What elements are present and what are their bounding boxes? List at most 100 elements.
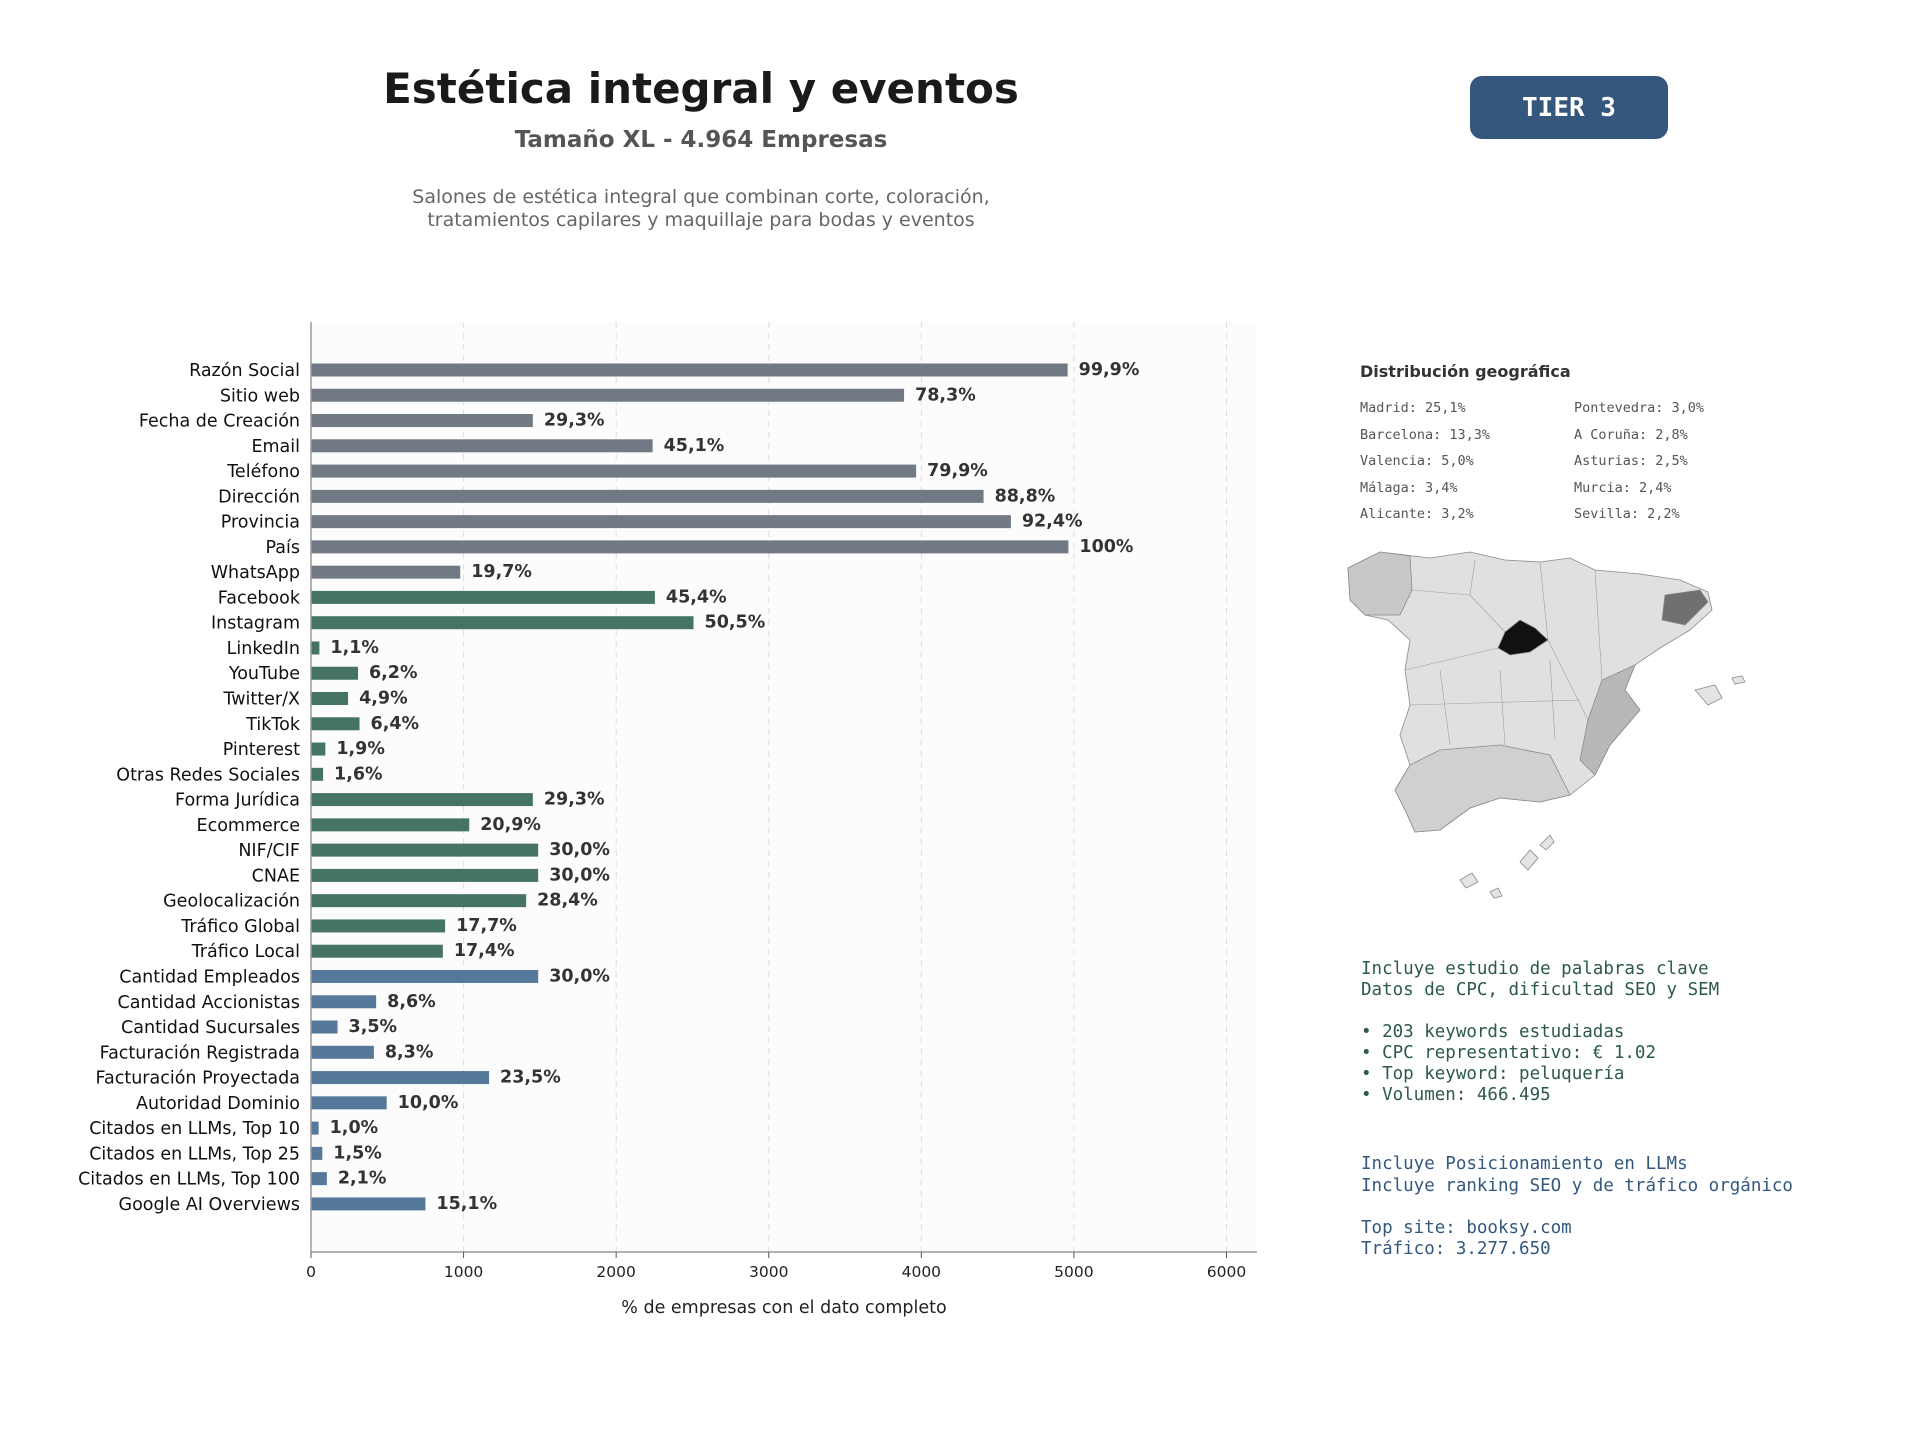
value-label: 50,5% [705, 613, 766, 633]
value-label: 15,1% [436, 1194, 497, 1214]
value-label: 1,1% [330, 638, 379, 658]
province-border [1409, 699, 1581, 706]
x-tick-label: 1000 [444, 1263, 483, 1281]
bar [311, 919, 446, 933]
category-label: Cantidad Sucursales [121, 1018, 300, 1038]
category-label: Dirección [218, 487, 300, 507]
category-label: Autoridad Dominio [136, 1094, 300, 1114]
category-label: TikTok [245, 715, 301, 735]
bars [311, 363, 1069, 1211]
barcelona-region [1661, 589, 1709, 626]
category-label: Otras Redes Sociales [116, 765, 300, 785]
seo-line-2: Datos de CPC, dificultad SEO y SEM [1361, 980, 1720, 1000]
bar [311, 1121, 319, 1135]
value-label: 3,5% [349, 1017, 398, 1037]
province-border [1404, 647, 1499, 671]
value-label: 88,8% [995, 486, 1056, 506]
category-labels: Razón Social Sitio web Fecha de Creación Em… [78, 361, 301, 1215]
value-label: 28,4% [537, 891, 598, 911]
seo-bullet: • CPC representativo: € 1.02 [1361, 1043, 1657, 1063]
category-label: Cantidad Empleados [119, 967, 300, 987]
value-label: 100% [1079, 537, 1133, 557]
category-label: YouTube [228, 664, 300, 684]
category-label: Email [251, 437, 300, 457]
bar [311, 489, 984, 503]
category-label: Facebook [218, 588, 301, 608]
category-label: País [266, 538, 300, 558]
category-label: Sitio web [220, 386, 300, 406]
value-label: 45,1% [664, 436, 725, 456]
galicia-region [1347, 551, 1413, 616]
bar [311, 894, 527, 908]
seo-bullet: • 203 keywords estudiadas [1361, 1022, 1625, 1042]
category-label: CNAE [252, 866, 300, 886]
value-label: 4,9% [359, 689, 408, 709]
geo-item: A Coruña: 2,8% [1574, 427, 1688, 443]
category-label: Citados en LLMs, Top 10 [89, 1119, 300, 1139]
category-label: Citados en LLMs, Top 25 [89, 1144, 300, 1164]
province-border [1539, 561, 1589, 721]
category-label: Cantidad Accionistas [117, 993, 300, 1013]
value-label: 1,6% [334, 764, 383, 784]
x-tick-label: 5000 [1054, 1263, 1093, 1281]
bar [311, 793, 533, 807]
value-label: 92,4% [1022, 512, 1083, 532]
bar [311, 515, 1011, 529]
geo-item: Valencia: 5,0% [1360, 453, 1474, 469]
seo-bullet: • Top keyword: peluquería [1361, 1064, 1625, 1084]
value-label: 17,4% [454, 941, 515, 961]
x-axis-label: % de empresas con el dato completo [621, 1298, 946, 1318]
description: Salones de estética integral que combina… [0, 186, 1402, 232]
bar [311, 439, 653, 453]
x-ticks: 0 1000 2000 3000 4000 5000 6000 [306, 1252, 1246, 1281]
geo-item: Sevilla: 2,2% [1574, 506, 1680, 522]
value-label: 99,9% [1079, 360, 1140, 380]
value-label: 79,9% [927, 461, 988, 481]
bar [311, 540, 1069, 554]
value-label: 10,0% [398, 1093, 459, 1113]
bar [311, 767, 324, 781]
value-label: 6,4% [371, 714, 420, 734]
bar [311, 1197, 426, 1211]
value-label: 8,3% [385, 1042, 434, 1062]
description-line-2: tratamientos capilares y maquillaje para… [427, 209, 975, 231]
value-label: 1,5% [333, 1143, 382, 1163]
province-border [1549, 659, 1556, 741]
bar [311, 1172, 327, 1186]
province-border [1499, 669, 1506, 746]
llm-line-2: Incluye ranking SEO y de tráfico orgánic… [1361, 1176, 1793, 1196]
madrid-region [1497, 619, 1549, 656]
bar [311, 843, 539, 857]
geo-item: Murcia: 2,4% [1574, 480, 1672, 496]
value-label: 29,3% [544, 790, 605, 810]
description-line-1: Salones de estética integral que combina… [412, 186, 990, 208]
category-label: NIF/CIF [238, 841, 300, 861]
top-site-traffic: Tráfico: 3.277.650 [1361, 1239, 1551, 1259]
value-label: 45,4% [666, 587, 727, 607]
bar [311, 1146, 323, 1160]
x-tick-label: 3000 [749, 1263, 788, 1281]
spain-map [1347, 551, 1746, 899]
value-label: 17,7% [456, 916, 517, 936]
bar [311, 388, 905, 402]
bar [311, 818, 470, 832]
balearic-islands-small [1731, 675, 1746, 685]
category-label: Geolocalización [163, 892, 300, 912]
value-label: 1,0% [330, 1118, 379, 1138]
bar [311, 692, 349, 706]
geo-item: Barcelona: 13,3% [1360, 427, 1491, 443]
seo-bullet: • Volumen: 466.495 [1361, 1085, 1551, 1105]
bar [311, 1020, 338, 1034]
province-border [1594, 569, 1603, 681]
valencia-region [1579, 664, 1641, 776]
province-border [1469, 559, 1476, 596]
andalucia-region [1394, 744, 1571, 833]
bar [311, 590, 655, 604]
bar [311, 666, 358, 680]
bar [311, 565, 461, 579]
bar [311, 363, 1068, 377]
bar [311, 717, 360, 731]
bar [311, 464, 917, 478]
canary-islands [1459, 834, 1555, 899]
category-label: Fecha de Creación [139, 412, 300, 432]
